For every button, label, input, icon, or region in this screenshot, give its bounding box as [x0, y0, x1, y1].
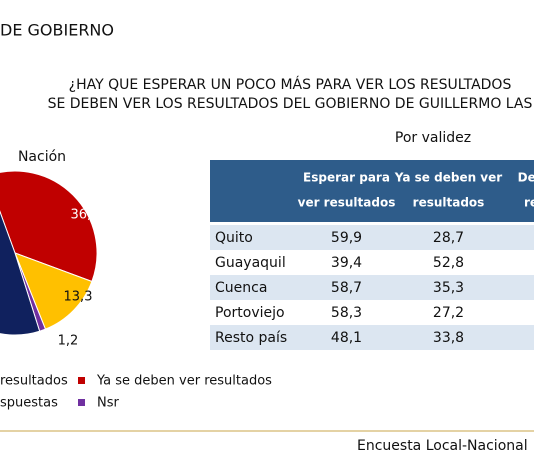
pie-title: Nación	[18, 149, 66, 165]
pie-slice	[0, 210, 41, 336]
row-label: Portoviejo	[215, 305, 285, 321]
column-header: Esperar para	[303, 171, 390, 185]
legend-label: Ya se deben ver resultados	[96, 374, 272, 389]
question: ¿HAY QUE ESPERAR UN POCO MÁS PARA VER LO…	[69, 76, 512, 93]
pie-slice	[14, 252, 93, 330]
row-label: Resto país	[215, 330, 287, 346]
cell: 58,7	[331, 280, 362, 296]
question: SE DEBEN VER LOS RESULTADOS DEL GOBIERNO…	[48, 96, 533, 112]
cell: 27,2	[433, 305, 464, 321]
legend-swatch	[78, 377, 85, 384]
row-bg	[210, 225, 534, 250]
cell: 48,1	[331, 330, 362, 346]
column-header: Dep	[518, 171, 534, 185]
table-title: Por validez	[395, 130, 471, 146]
cell: 58,3	[331, 305, 362, 321]
title: DE GOBIERNO	[0, 21, 114, 40]
legend-label: Nsr	[97, 396, 119, 411]
legend-label: resultados	[0, 374, 68, 389]
column-header: re	[524, 196, 534, 210]
cell: 35,3	[433, 280, 464, 296]
legend-swatch	[78, 399, 85, 406]
pie-slice	[0, 170, 98, 283]
row-label: Guayaquil	[215, 255, 286, 271]
footer: Encuesta Local-Nacional	[357, 438, 528, 454]
row-bg	[210, 325, 534, 350]
row-bg	[210, 275, 534, 300]
value-label: 36,2	[71, 208, 100, 223]
cell: 52,8	[433, 255, 464, 271]
row-label: Quito	[215, 230, 253, 246]
cell: 39,4	[331, 255, 362, 271]
table-header-bg	[210, 160, 534, 222]
column-header: Ya se deben ver	[394, 171, 502, 185]
column-header: ver resultados	[298, 196, 396, 210]
value-label: 1,2	[58, 334, 79, 349]
cell: 28,7	[433, 230, 464, 246]
value-label: 13,3	[64, 290, 93, 305]
cell: 59,9	[331, 230, 362, 246]
cell: 33,8	[433, 330, 464, 346]
row-label: Cuenca	[215, 280, 267, 296]
column-header: resultados	[413, 196, 485, 210]
legend-label: spuestas	[0, 396, 58, 411]
